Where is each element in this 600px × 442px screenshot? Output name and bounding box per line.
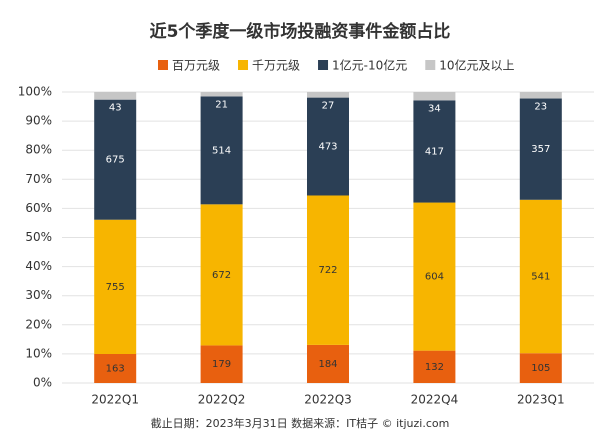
data-label: 43 [109, 103, 122, 114]
data-label: 755 [106, 282, 125, 293]
y-tick-label: 10% [25, 346, 52, 360]
bar-segment [413, 92, 456, 101]
bar-segment [413, 100, 456, 203]
bar-segment [94, 92, 137, 100]
y-tick-label: 90% [25, 114, 52, 128]
y-tick-label: 30% [25, 288, 52, 302]
data-label: 357 [531, 144, 550, 155]
y-tick-label: 0% [33, 376, 52, 390]
source-note: 截止日期：2023年3月31日 数据来源：IT桔子 © itjuzi.com [151, 416, 450, 430]
bar-segment [200, 204, 243, 346]
x-tick-label: 2022Q2 [198, 393, 246, 407]
bar-segment [200, 345, 243, 383]
chart-title: 近5个季度一级市场投融资事件金额占比 [150, 21, 451, 42]
bar-segment [200, 96, 243, 205]
data-label: 417 [425, 146, 444, 157]
data-label: 27 [322, 101, 335, 112]
data-label: 105 [531, 363, 550, 374]
data-label: 722 [318, 265, 337, 276]
x-tick-label: 2022Q1 [91, 393, 139, 407]
y-tick-label: 50% [25, 230, 52, 244]
legend-label: 10亿元及以上 [439, 58, 514, 73]
bar-segment [94, 99, 137, 220]
bar-segment [307, 97, 349, 196]
data-label: 23 [534, 102, 547, 113]
y-tick-label: 20% [25, 317, 52, 331]
data-label: 675 [106, 155, 125, 166]
x-tick-label: 2022Q4 [411, 393, 459, 407]
bar-segment [413, 202, 456, 351]
bar-segment [307, 344, 349, 383]
bar-segment [519, 98, 562, 200]
bar-segment [200, 92, 243, 97]
data-label: 179 [212, 359, 231, 370]
data-label: 21 [215, 99, 228, 110]
y-tick-label: 40% [25, 259, 52, 273]
legend-label: 百万元级 [172, 59, 220, 73]
data-label: 163 [106, 364, 125, 375]
y-tick-label: 100% [18, 85, 52, 99]
legend-swatch [425, 60, 436, 70]
bar-segment [413, 350, 456, 383]
data-label: 34 [428, 103, 441, 114]
data-label: 672 [212, 270, 231, 281]
data-label: 541 [531, 271, 550, 282]
y-tick-label: 60% [25, 201, 52, 215]
data-label: 132 [425, 362, 444, 373]
data-label: 184 [318, 359, 337, 370]
x-tick-label: 2023Q1 [517, 393, 565, 407]
bar-segment [519, 92, 562, 99]
legend-swatch [158, 60, 168, 70]
bar-segment [307, 92, 349, 98]
bar-segment [94, 354, 137, 383]
legend-swatch [238, 60, 249, 70]
legend-swatch [318, 60, 329, 70]
bar-segment [519, 199, 562, 354]
y-tick-label: 80% [25, 143, 52, 157]
legend-label: 1亿元-10亿元 [332, 58, 407, 73]
bar-segment [519, 353, 562, 383]
y-tick-label: 70% [25, 172, 52, 186]
data-label: 604 [425, 272, 444, 283]
data-label: 514 [212, 145, 231, 156]
bar-segment [307, 195, 349, 345]
bar-segment [94, 219, 137, 355]
x-tick-label: 2022Q3 [304, 393, 352, 407]
legend-label: 千万元级 [252, 59, 300, 73]
data-label: 473 [318, 142, 337, 153]
